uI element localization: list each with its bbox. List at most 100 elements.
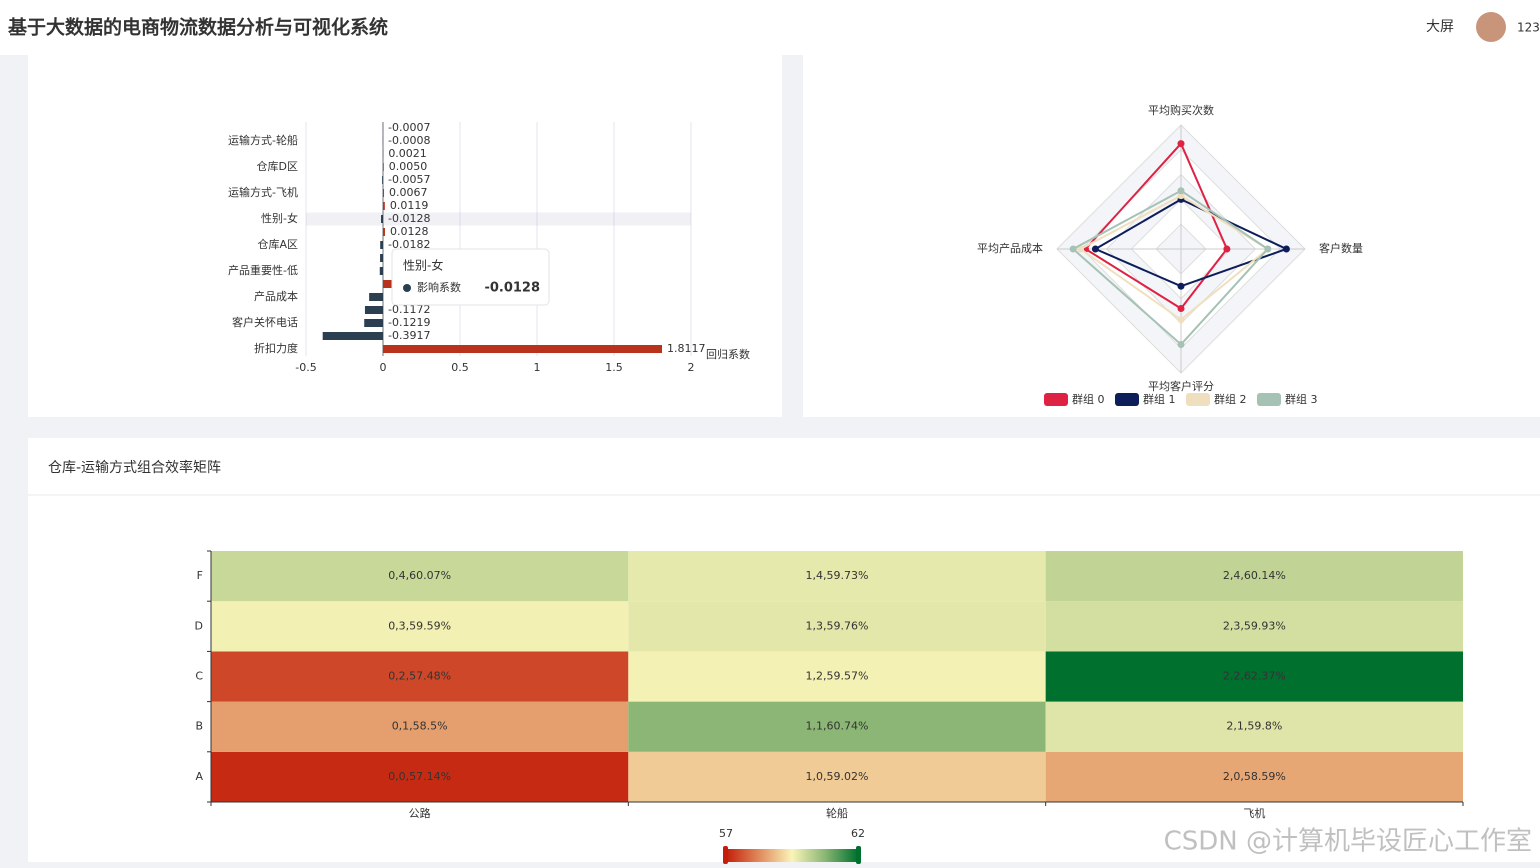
watermark: CSDN @计算机毕设匠心工作室	[1164, 827, 1532, 857]
x-tick-label: 1.5	[605, 361, 623, 374]
x-tick-label: 公路	[409, 807, 431, 820]
bar	[380, 241, 383, 249]
tooltip-value: -0.0128	[484, 281, 540, 296]
nav-link[interactable]: 大屏	[1426, 19, 1454, 35]
radar-point	[1177, 187, 1185, 195]
y-tick-label: 运输方式-轮船	[228, 133, 298, 147]
legend-swatch	[1044, 393, 1068, 406]
value-label: -0.1172	[388, 303, 430, 316]
header	[0, 0, 1540, 55]
visual-map-label: 57	[719, 827, 733, 840]
x-tick-label: 0	[380, 361, 387, 374]
tooltip-series: 影响系数	[417, 281, 461, 294]
cell-label: 2,1,59.8%	[1226, 720, 1282, 733]
value-label: -0.3917	[388, 329, 430, 342]
cell-label: 0,1,58.5%	[392, 720, 448, 733]
heat-cell	[628, 601, 1046, 652]
radar-point	[1091, 245, 1099, 253]
legend-label: 群组 3	[1285, 392, 1318, 406]
bar	[364, 306, 383, 314]
visual-map-handle	[723, 846, 728, 864]
y-tick-label: D	[195, 619, 203, 632]
value-label: -0.0182	[388, 238, 430, 251]
indicator-label: 平均产品成本	[977, 241, 1043, 255]
heat-cell	[628, 551, 1046, 602]
value-label: 0.0050	[389, 160, 428, 173]
legend-label: 群组 0	[1072, 392, 1105, 406]
legend-swatch	[1186, 393, 1210, 406]
cell-label: 2,0,58.59%	[1223, 770, 1286, 783]
heat-cell	[1045, 601, 1463, 652]
radar-point	[1177, 316, 1185, 324]
cell-label: 0,2,57.48%	[388, 670, 451, 683]
y-tick-label: A	[195, 770, 203, 783]
radar-point	[1223, 245, 1231, 253]
y-tick-label: C	[195, 670, 203, 683]
value-label: -0.1219	[388, 316, 430, 329]
panel-title: 仓库-运输方式组合效率矩阵	[48, 459, 221, 476]
y-tick-label: 客户关怀电话	[232, 315, 298, 329]
bar	[322, 332, 383, 340]
visual-map-label: 62	[851, 827, 865, 840]
username[interactable]: 123	[1517, 21, 1540, 35]
value-label: -0.0007	[388, 121, 430, 134]
heat-cell	[211, 551, 629, 602]
heat-cell	[1045, 651, 1463, 702]
radar-point	[1177, 140, 1185, 148]
heat-cell	[1045, 751, 1463, 802]
tooltip-box	[391, 248, 550, 306]
legend-label: 群组 1	[1143, 392, 1176, 406]
value-label: 0.0128	[390, 225, 429, 238]
y-tick-label: 仓库A区	[257, 237, 298, 251]
y-tick-label: 产品重要性-低	[228, 263, 298, 277]
heat-cell	[628, 701, 1046, 752]
value-label: 0.0021	[388, 147, 427, 160]
visual-map-handle	[856, 846, 861, 864]
y-tick-label: F	[197, 569, 203, 582]
y-tick-label: 产品成本	[254, 289, 298, 303]
radar-point	[1177, 282, 1185, 290]
heat-cell	[1045, 701, 1463, 752]
bar	[379, 267, 383, 275]
cell-label: 0,4,60.07%	[388, 569, 451, 582]
value-label: -0.0008	[388, 134, 430, 147]
x-tick-label: 0.5	[451, 361, 469, 374]
bar	[380, 254, 383, 262]
app-title: 基于大数据的电商物流数据分析与可视化系统	[7, 16, 388, 39]
value-label: 1.8117	[667, 342, 706, 355]
cell-label: 2,4,60.14%	[1223, 569, 1286, 582]
cell-label: 1,2,59.57%	[806, 670, 869, 683]
bar	[383, 163, 384, 171]
bar	[383, 228, 385, 236]
tooltip-title: 性别-女	[403, 258, 443, 273]
radar-point	[1177, 340, 1185, 348]
bar	[383, 345, 663, 353]
y-tick-label: 仓库D区	[257, 159, 298, 173]
legend-label: 群组 2	[1214, 392, 1247, 406]
indicator-label: 客户数量	[1319, 241, 1363, 255]
radar-point	[1282, 245, 1290, 253]
heat-cell	[211, 701, 629, 752]
avatar[interactable]	[1476, 12, 1506, 42]
x-tick-label: 轮船	[826, 806, 848, 820]
heat-cell	[211, 651, 629, 702]
heat-cell	[211, 601, 629, 652]
cell-label: 1,0,59.02%	[806, 770, 869, 783]
panel	[28, 40, 782, 417]
cell-label: 2,2,62.37%	[1223, 670, 1286, 683]
bar	[382, 176, 383, 184]
radar-point	[1264, 245, 1272, 253]
x-tick-label: 1	[534, 361, 541, 374]
bar	[381, 215, 383, 223]
heat-cell	[628, 651, 1046, 702]
axis-title: 回归系数	[706, 347, 750, 361]
x-tick-label: 2	[688, 361, 695, 374]
indicator-label: 平均客户评分	[1148, 379, 1214, 393]
radar-point	[1077, 245, 1085, 253]
cell-label: 1,1,60.74%	[806, 720, 869, 733]
cell-label: 2,3,59.93%	[1223, 619, 1286, 632]
y-tick-label: 性别-女	[261, 211, 298, 225]
visual-map	[726, 849, 858, 862]
